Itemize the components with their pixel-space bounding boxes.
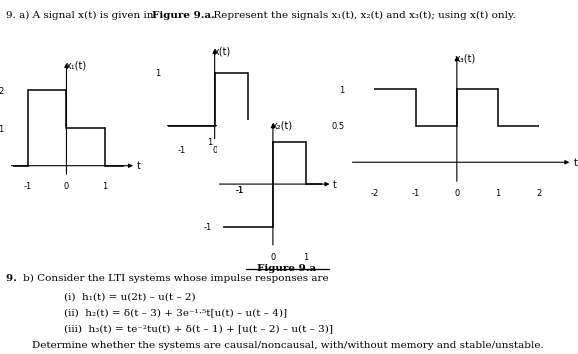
Text: t: t [136, 161, 140, 171]
Text: x₂(t): x₂(t) [272, 120, 293, 130]
Text: 9. a) A signal x(t) is given in: 9. a) A signal x(t) is given in [6, 11, 157, 20]
Text: 9.: 9. [6, 274, 20, 283]
Text: Represent the signals x₁(t), x₂(t) and x₃(t); using x(t) only.: Represent the signals x₁(t), x₂(t) and x… [207, 11, 516, 20]
Text: b) Consider the LTI systems whose impulse responses are: b) Consider the LTI systems whose impuls… [23, 274, 329, 284]
Text: -1: -1 [236, 186, 244, 195]
Text: t: t [275, 121, 279, 131]
Text: x₁(t): x₁(t) [65, 60, 87, 70]
Text: (i)  h₁(t) = u(2t) – u(t – 2): (i) h₁(t) = u(2t) – u(t – 2) [64, 292, 195, 301]
Text: x(t): x(t) [214, 46, 231, 56]
Text: -1: -1 [236, 186, 244, 195]
Text: t: t [333, 180, 337, 190]
Text: Figure 9.a.: Figure 9.a. [152, 11, 215, 19]
Text: t: t [573, 158, 577, 168]
Text: Determine whether the systems are causal/noncausal, with/without memory and stab: Determine whether the systems are causal… [32, 341, 543, 349]
Text: (ii)  h₂(t) = δ(t – 3) + 3e⁻¹⋅⁵t[u(t) – u(t – 4)]: (ii) h₂(t) = δ(t – 3) + 3e⁻¹⋅⁵t[u(t) – u… [64, 308, 287, 317]
Text: (iii)  h₃(t) = te⁻²tu(t) + δ(t – 1) + [u(t – 2) – u(t – 3)]: (iii) h₃(t) = te⁻²tu(t) + δ(t – 1) + [u(… [64, 324, 332, 333]
Text: Figure 9.a: Figure 9.a [257, 264, 316, 273]
Text: x₃(t): x₃(t) [455, 53, 476, 63]
